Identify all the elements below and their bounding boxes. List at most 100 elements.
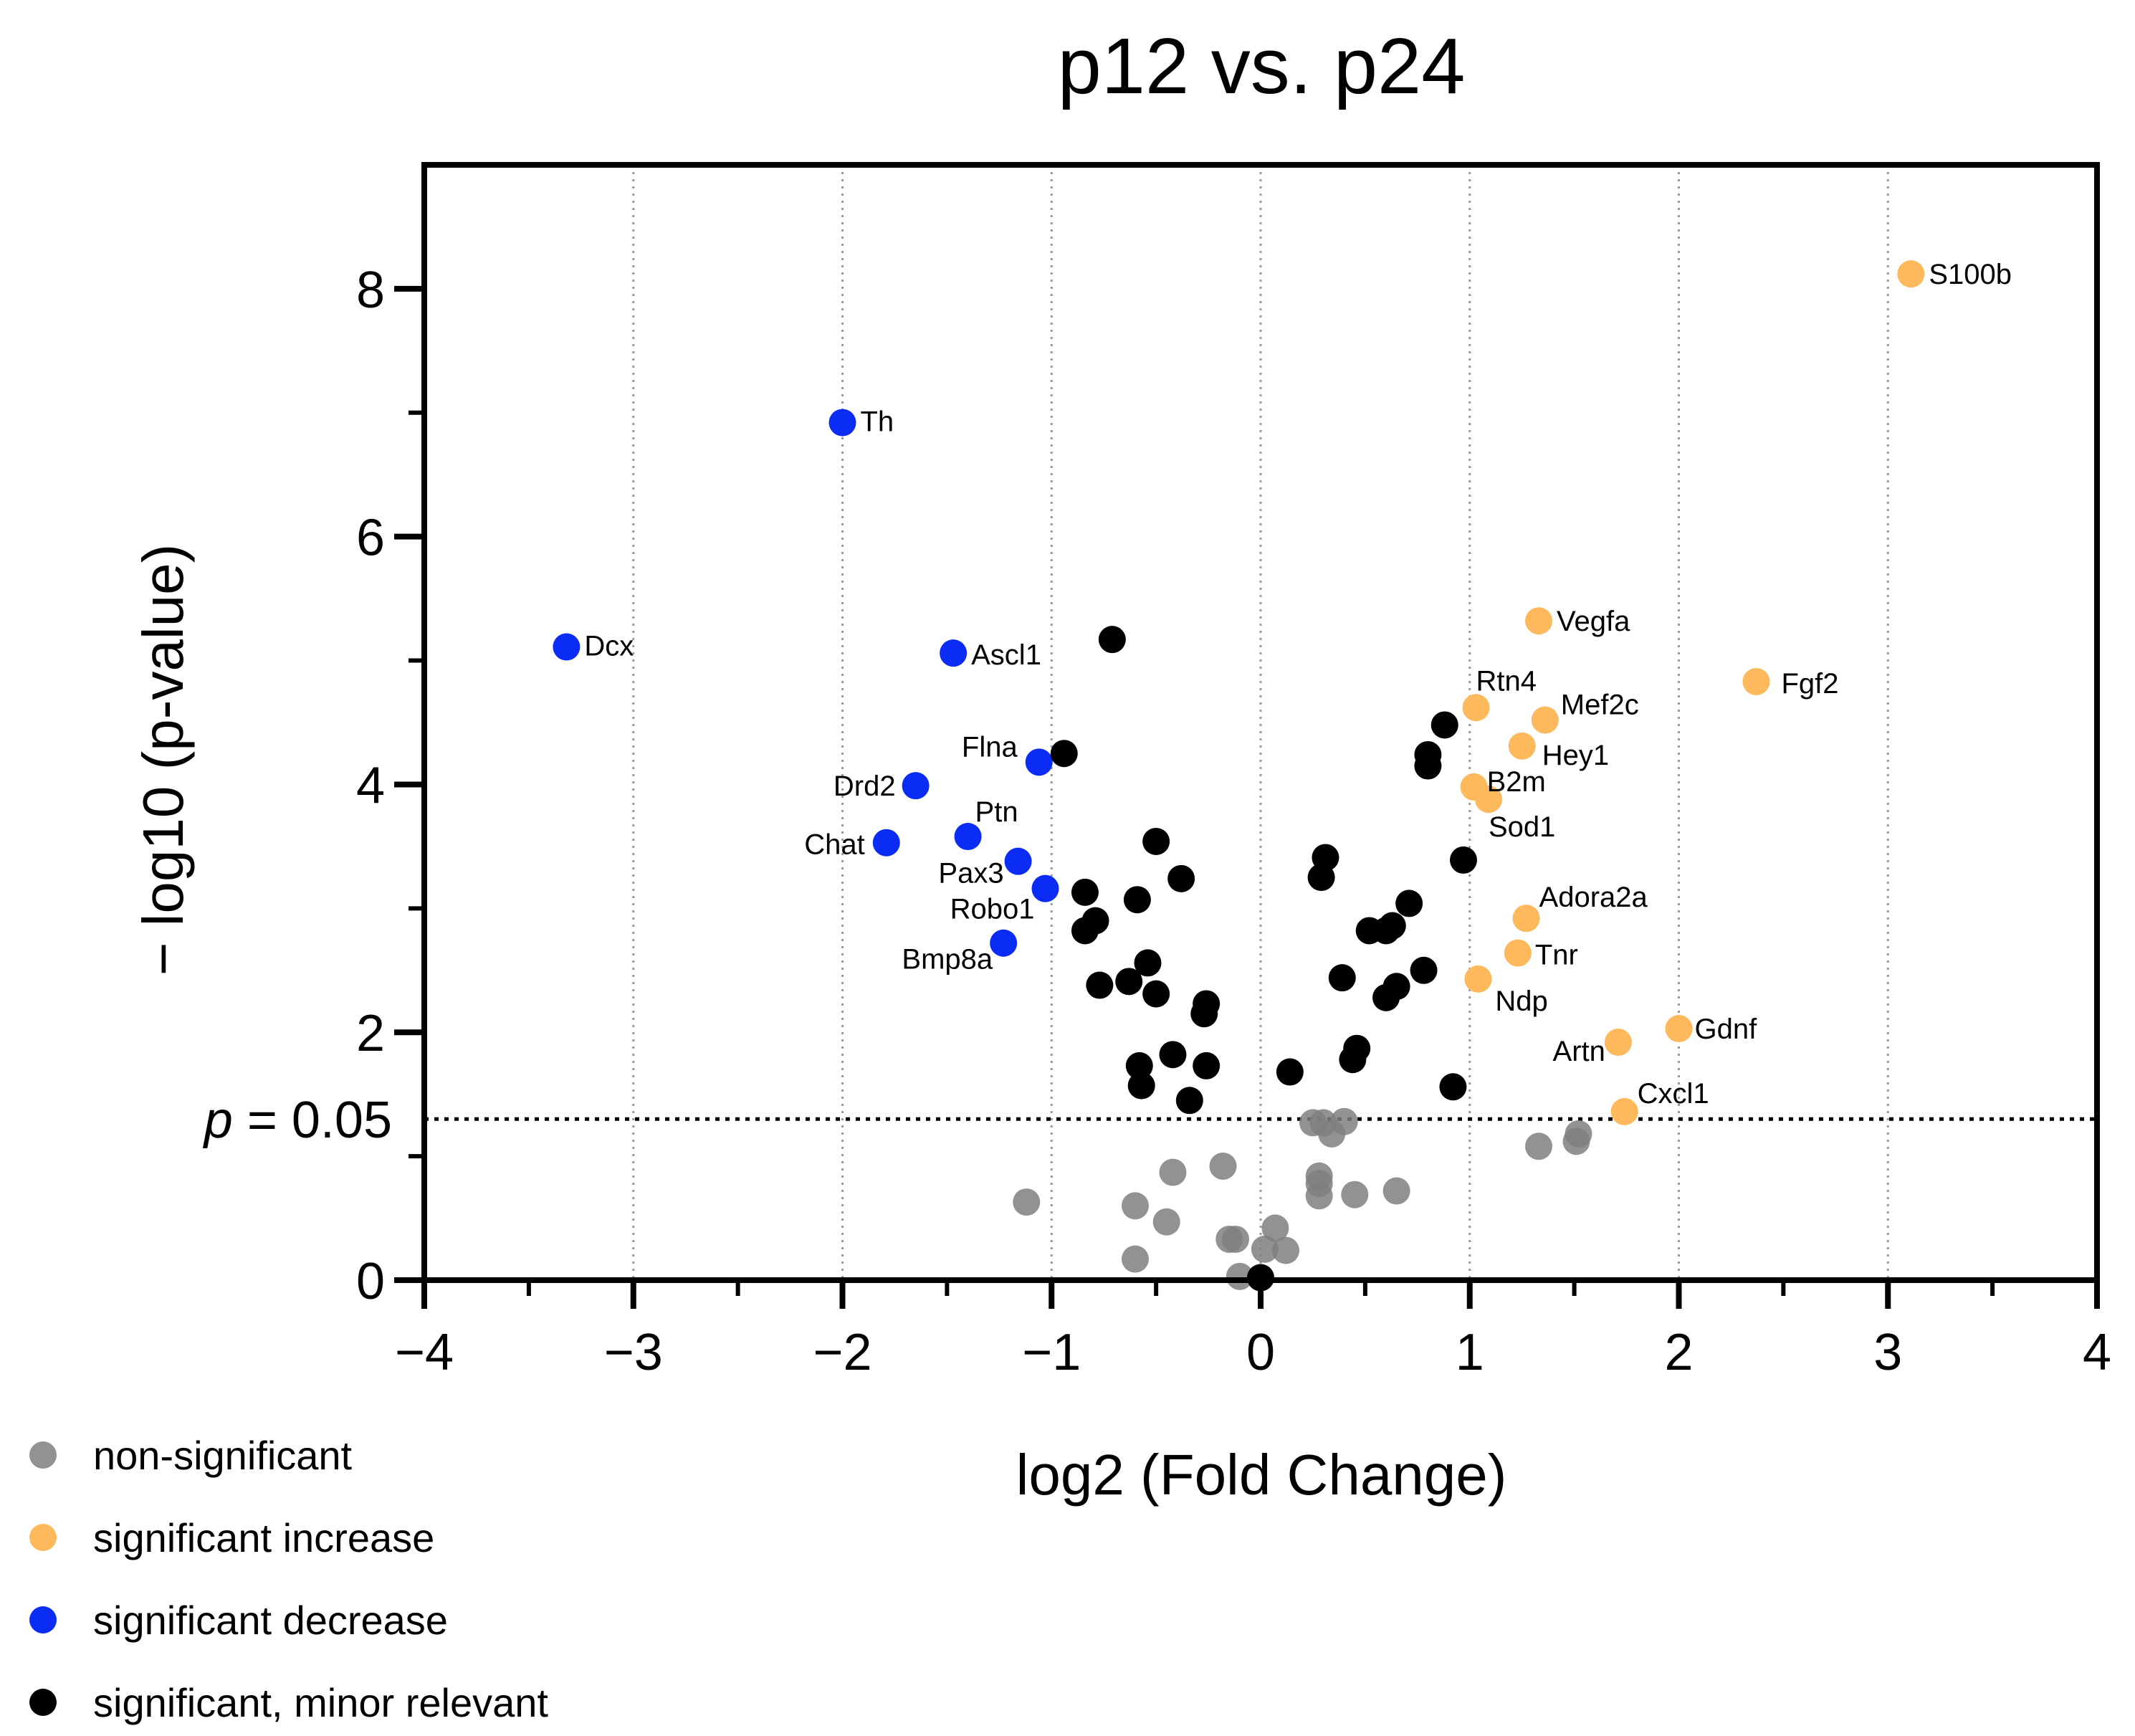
point-significant-minor-relevant [1395,890,1423,917]
point-label-artn: Artn [1553,1036,1605,1067]
point-non-significant [1013,1188,1041,1216]
point-significant-minor-relevant [1414,752,1442,780]
x-tick-label: 4 [2083,1324,2111,1381]
vertical-gridlines [632,165,1889,1280]
point-non-significant [1341,1181,1369,1208]
point-label-dcx: Dcx [584,631,634,662]
point-label-flna: Flna [962,731,1018,763]
point-label-fgf2: Fgf2 [1781,668,1838,700]
y-tick-label: 6 [356,510,385,567]
point-significant-minor-relevant [1382,973,1410,1001]
point-significant-increase-mef2c [1531,706,1559,734]
legend-marker-significant-decrease [29,1606,57,1634]
legend-marker-non-significant [29,1441,57,1469]
point-significant-decrease-pax3 [1004,847,1032,875]
point-label-bmp8a: Bmp8a [902,944,993,976]
x-tick-label: 1 [1456,1324,1484,1381]
point-significant-minor-relevant [1343,1034,1371,1062]
point-label-b2m: B2m [1487,766,1546,798]
point-label-drd2: Drd2 [834,771,896,802]
point-significant-minor-relevant [1276,1058,1304,1086]
point-label-th: Th [861,406,894,438]
point-label-s100b: S100b [1929,259,2012,290]
point-label-hey1: Hey1 [1542,740,1609,771]
point-label-mef2c: Mef2c [1561,690,1639,721]
x-tick-label: 3 [1873,1324,1902,1381]
point-significant-minor-relevant [1193,1051,1221,1079]
point-significant-increase-hey1 [1508,732,1536,760]
data-points [553,260,1925,1292]
legend-label-non-significant: non-significant [93,1433,353,1478]
point-label-ndp: Ndp [1495,986,1547,1017]
point-label-sod1: Sod1 [1489,811,1555,843]
y-axis-title: − log10 (p-value) [131,544,195,976]
point-significant-decrease-dcx [553,633,581,661]
point-significant-increase-tnr [1504,939,1532,967]
point-significant-minor-relevant [1098,626,1126,654]
point-label-vegfa: Vegfa [1557,606,1630,637]
point-non-significant [1565,1120,1592,1148]
point-significant-minor-relevant [1378,912,1406,940]
point-significant-minor-relevant [1071,878,1099,906]
y-axis-ticks: 0 2 4 6 8 [356,262,424,1310]
point-non-significant [1525,1132,1553,1160]
point-label-rtn4: Rtn4 [1476,665,1537,697]
point-label-tnr: Tnr [1535,940,1578,971]
point-significant-decrease-robo1 [1031,874,1059,902]
point-non-significant [1121,1245,1149,1273]
point-non-significant [1221,1225,1249,1253]
point-significant-decrease-th [828,409,856,437]
point-non-significant [1382,1177,1410,1205]
point-significant-minor-relevant [1175,1087,1203,1115]
point-label-cxcl1: Cxcl1 [1638,1078,1709,1110]
point-significant-decrease-ascl1 [940,639,968,667]
chart-title: p12 vs. p24 [1058,22,1466,110]
point-non-significant [1330,1107,1358,1135]
point-label-pax3: Pax3 [938,858,1003,890]
threshold-label-value: = 0.05 [233,1092,392,1149]
point-significant-increase-rtn4 [1462,694,1490,722]
point-significant-increase-s100b [1897,260,1925,288]
point-label-adora2a: Adora2a [1539,882,1648,913]
point-non-significant [1209,1152,1237,1180]
x-tick-label: 0 [1246,1324,1275,1381]
point-significant-minor-relevant [1050,740,1078,768]
x-tick-label: 2 [1664,1324,1693,1381]
point-non-significant [1261,1214,1289,1242]
point-label-ptn: Ptn [975,796,1018,828]
threshold-label-italic: p [203,1092,233,1149]
y-tick-label: 8 [356,262,385,319]
point-significant-minor-relevant [1431,711,1458,739]
threshold-label: p = 0.05 [203,1092,392,1149]
point-significant-minor-relevant [1125,1051,1153,1079]
point-significant-minor-relevant [1086,971,1114,999]
point-significant-minor-relevant [1167,864,1195,892]
point-significant-minor-relevant [1142,980,1170,1008]
y-tick-label: 4 [356,757,385,814]
point-significant-minor-relevant [1449,846,1477,874]
point-non-significant [1305,1162,1333,1190]
point-significant-decrease-drd2 [902,772,930,800]
legend: non-significant significant increase signi… [29,1433,548,1725]
legend-marker-significant-increase [29,1524,57,1551]
x-tick-label: −3 [604,1324,663,1381]
point-significant-minor-relevant [1142,827,1170,855]
point-significant-minor-relevant [1328,964,1356,992]
point-non-significant [1251,1235,1279,1263]
y-tick-label: 0 [356,1253,385,1310]
point-significant-increase-adora2a [1512,905,1540,933]
point-significant-decrease-chat [872,829,900,857]
point-significant-minor-relevant [1123,886,1151,914]
point-significant-decrease-ptn [954,823,982,851]
point-significant-increase-sod1 [1475,786,1503,814]
legend-marker-significant-minor-relevant [29,1689,57,1716]
point-non-significant [1226,1262,1253,1290]
point-label-robo1: Robo1 [950,894,1035,925]
point-significant-minor-relevant [1312,844,1339,872]
point-significant-minor-relevant [1127,1072,1155,1100]
point-significant-minor-relevant [1134,949,1162,977]
point-significant-minor-relevant [1071,917,1099,945]
point-non-significant [1272,1236,1300,1264]
x-tick-label: −4 [395,1324,454,1381]
